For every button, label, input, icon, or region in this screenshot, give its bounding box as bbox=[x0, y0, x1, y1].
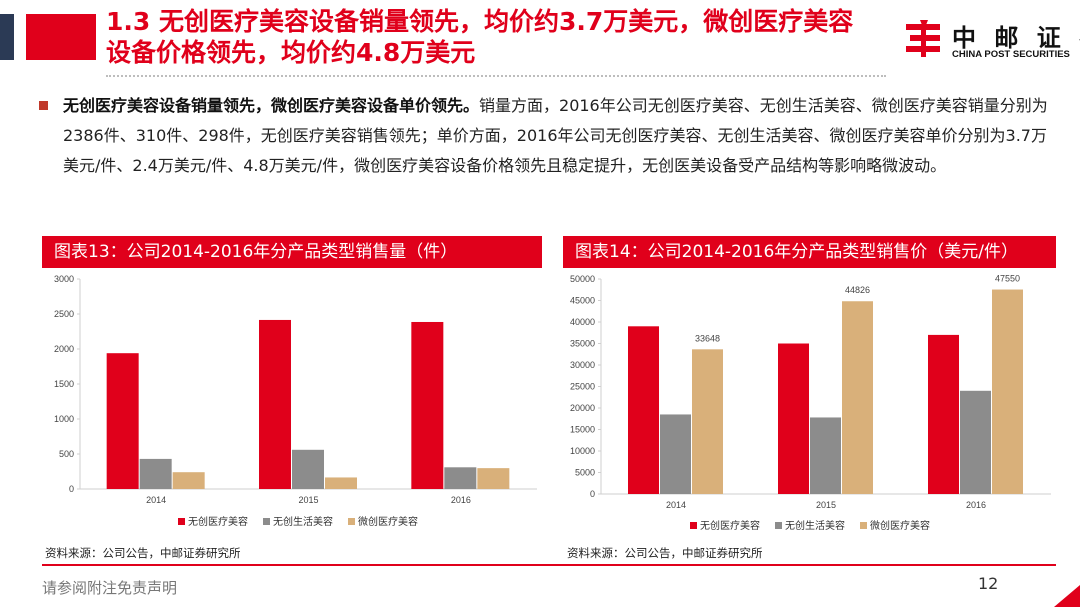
y-tick-label: 500 bbox=[59, 449, 74, 459]
summary-text: 销量方面，2016年公司无创医疗美容、无创生活美容、微创医疗美容销量分别为238… bbox=[63, 96, 1048, 175]
legend-label: 微创医疗美容 bbox=[870, 519, 930, 532]
y-tick-label: 10000 bbox=[570, 446, 595, 456]
header-accent-bar-dark bbox=[0, 14, 14, 60]
x-tick-label: 2015 bbox=[298, 495, 318, 505]
legend-swatch bbox=[775, 522, 782, 529]
bar bbox=[172, 472, 205, 489]
page-title: 1.3 无创医疗美容设备销量领先，均价约3.7万美元，微创医疗美容 设备价格领先… bbox=[106, 6, 906, 68]
chart-14-title: 图表14：公司2014-2016年分产品类型销售价（美元/件） bbox=[563, 236, 1056, 268]
bar bbox=[810, 417, 841, 494]
chart-13-title: 图表13：公司2014-2016年分产品类型销售量（件） bbox=[42, 236, 542, 268]
china-post-logo-icon bbox=[906, 20, 940, 57]
y-tick-label: 35000 bbox=[570, 339, 595, 349]
y-tick-label: 3000 bbox=[54, 274, 74, 284]
chart-14-sales-price: 0 5000 10000 15000 20000 25000 30000 35000 40000… bbox=[570, 274, 1051, 532]
summary-paragraph: 无创医疗美容设备销量领先，微创医疗美容设备单价领先。销量方面，2016年公司无创… bbox=[63, 91, 1048, 181]
bullet-square-icon bbox=[39, 101, 48, 110]
y-tick-label: 15000 bbox=[570, 425, 595, 435]
bar bbox=[778, 343, 809, 494]
legend-label: 无创医疗美容 bbox=[188, 515, 248, 528]
bar bbox=[842, 301, 873, 494]
bar bbox=[960, 390, 991, 494]
legend-label: 无创医疗美容 bbox=[700, 519, 760, 532]
y-tick-label: 20000 bbox=[570, 403, 595, 413]
data-label: 33648 bbox=[695, 333, 720, 343]
bar bbox=[628, 326, 659, 494]
bar bbox=[477, 468, 510, 489]
bar bbox=[325, 477, 357, 489]
logo-name-en: CHINA POST SECURITIES bbox=[952, 49, 1070, 60]
company-logo: 中 邮 证 券 CHINA POST SECURITIES bbox=[904, 14, 1080, 64]
bar bbox=[928, 334, 959, 494]
legend-swatch bbox=[263, 518, 270, 525]
bar bbox=[139, 458, 172, 489]
y-tick-label: 40000 bbox=[570, 317, 595, 327]
footer-divider bbox=[42, 564, 1056, 566]
bar bbox=[692, 349, 723, 494]
page-title-line-1: 1.3 无创医疗美容设备销量领先，均价约3.7万美元，微创医疗美容 bbox=[106, 7, 854, 36]
y-tick-label: 45000 bbox=[570, 296, 595, 306]
bar bbox=[411, 321, 444, 489]
legend-label: 无创生活美容 bbox=[785, 519, 845, 532]
legend-label: 微创医疗美容 bbox=[358, 515, 418, 528]
legend-swatch bbox=[348, 518, 355, 525]
data-label: 44826 bbox=[845, 285, 870, 295]
y-tick-label: 30000 bbox=[570, 360, 595, 370]
chart-13-sales-volume: 0 500 1000 1500 2000 2500 3000 2014 2015 2016 无创医疗… bbox=[54, 274, 537, 528]
y-tick-label: 25000 bbox=[570, 382, 595, 392]
legend-swatch bbox=[690, 522, 697, 529]
y-tick-label: 0 bbox=[69, 484, 74, 494]
y-tick-label: 0 bbox=[590, 489, 595, 499]
x-tick-label: 2016 bbox=[451, 495, 471, 505]
legend-label: 无创生活美容 bbox=[273, 515, 333, 528]
x-tick-label: 2014 bbox=[146, 495, 166, 505]
summary-lead: 无创医疗美容设备销量领先，微创医疗美容设备单价领先。 bbox=[63, 96, 480, 115]
page-title-line-2: 设备价格领先，均价约4.8万美元 bbox=[106, 38, 476, 67]
chart-14-source: 资料来源：公司公告，中邮证券研究所 bbox=[567, 546, 763, 560]
legend-swatch bbox=[178, 518, 185, 525]
y-tick-label: 50000 bbox=[570, 274, 595, 284]
y-tick-label: 2500 bbox=[54, 309, 74, 319]
corner-accent bbox=[1054, 585, 1080, 607]
y-tick-label: 2000 bbox=[54, 344, 74, 354]
x-tick-label: 2014 bbox=[666, 500, 686, 510]
bar bbox=[992, 289, 1023, 494]
logo-name-cn: 中 邮 证 券 bbox=[952, 24, 1080, 52]
bar bbox=[292, 449, 324, 489]
bar bbox=[106, 353, 139, 489]
bar bbox=[444, 467, 477, 489]
y-tick-label: 1500 bbox=[54, 379, 74, 389]
bar bbox=[259, 319, 291, 489]
bar bbox=[660, 414, 691, 494]
header-accent-bar-red bbox=[26, 14, 96, 60]
x-tick-label: 2016 bbox=[966, 500, 986, 510]
page-number: 12 bbox=[978, 574, 999, 593]
legend-swatch bbox=[860, 522, 867, 529]
x-tick-label: 2015 bbox=[816, 500, 836, 510]
title-divider bbox=[106, 75, 886, 77]
chart-13-source: 资料来源：公司公告，中邮证券研究所 bbox=[45, 546, 241, 560]
y-tick-label: 1000 bbox=[54, 414, 74, 424]
data-label: 47550 bbox=[995, 274, 1020, 284]
disclaimer-link[interactable]: 请参阅附注免责声明 bbox=[42, 579, 178, 597]
y-tick-label: 5000 bbox=[575, 468, 595, 478]
